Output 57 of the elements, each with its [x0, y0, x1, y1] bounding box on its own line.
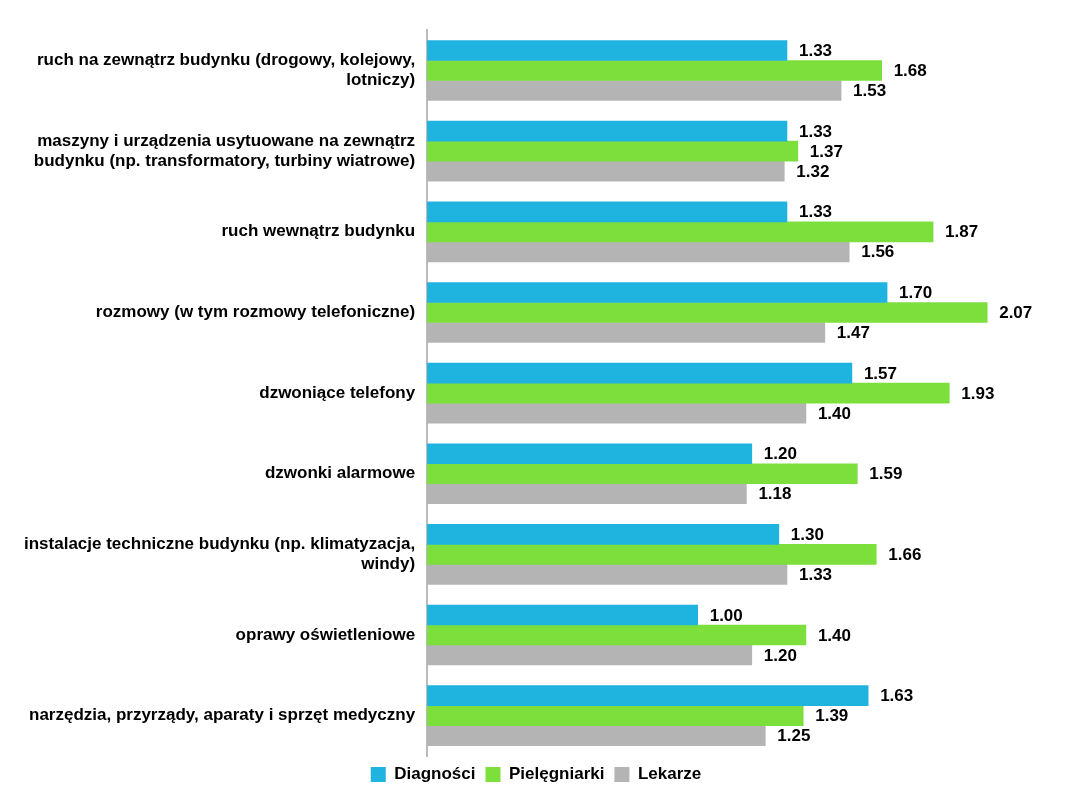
data-label: 1.32 — [796, 161, 830, 181]
y-tick-label: ruch wewnątrz budynku — [221, 221, 416, 241]
bar — [427, 544, 877, 565]
data-label: 1.63 — [880, 686, 914, 706]
y-tick-label: dzwoniące telefony — [259, 382, 416, 402]
data-label: 1.39 — [815, 706, 849, 726]
data-label: 1.70 — [899, 283, 933, 303]
bar — [427, 201, 788, 223]
bar — [427, 443, 753, 465]
data-label: 1.30 — [790, 525, 824, 545]
legend-label: Lekarze — [637, 764, 702, 784]
data-label: 1.53 — [853, 81, 887, 101]
bar — [427, 282, 888, 303]
data-label: 1.33 — [798, 121, 833, 141]
bar — [427, 221, 934, 243]
bar — [427, 604, 699, 626]
data-label: 1.33 — [798, 565, 833, 585]
data-label: 1.47 — [836, 323, 870, 343]
data-label: 2.07 — [999, 303, 1033, 323]
bar — [427, 463, 858, 485]
y-tick-label: narzędzia, przyrządy, aparaty i sprzęt medyczny — [28, 705, 416, 725]
data-label: 1.33 — [798, 202, 833, 222]
data-label: 1.20 — [763, 444, 797, 464]
bar — [427, 382, 950, 404]
bar — [427, 40, 788, 61]
data-label: 1.20 — [763, 645, 797, 665]
bar — [427, 60, 882, 81]
bar — [427, 624, 807, 646]
y-tick-label: oprawy oświetleniowe — [235, 624, 416, 644]
bar — [427, 120, 788, 142]
data-label: 1.66 — [888, 545, 922, 565]
y-tick-label: dzwonki alarmowe — [264, 463, 416, 483]
y-tick-label: maszyny i urządzenia usytuowane na zewnątrz budynku (np. transformatory, turbiny wiatrowe) — [33, 130, 416, 171]
data-label: 1.68 — [893, 61, 927, 81]
bar — [427, 140, 799, 162]
bar — [427, 685, 869, 707]
data-label: 1.40 — [817, 403, 851, 423]
bar — [427, 302, 988, 323]
legend-label: Pielęgniarki — [508, 764, 605, 784]
legend-label: Diagności — [394, 764, 476, 784]
y-tick-label: rozmowy (w tym rozmowy telefoniczne) — [95, 302, 416, 322]
y-tick-label: ruch na zewnątrz budynku (drogowy, kolejowy, lotniczy) — [36, 50, 416, 90]
bar — [427, 705, 804, 727]
data-label: 1.56 — [861, 242, 895, 262]
data-label: 1.57 — [863, 363, 897, 383]
data-label: 1.40 — [817, 625, 851, 645]
data-label: 1.00 — [709, 605, 743, 625]
y-tick-label: instalacje techniczne budynku (np. klimatyzacja, windy) — [23, 533, 416, 574]
bar — [427, 524, 780, 545]
data-label: 1.59 — [869, 464, 903, 484]
data-label: 1.33 — [798, 41, 833, 61]
bar — [427, 362, 853, 384]
data-label: 1.93 — [961, 383, 995, 403]
data-label: 1.18 — [758, 484, 792, 504]
data-label: 1.25 — [777, 726, 811, 746]
data-label: 1.37 — [809, 141, 843, 161]
data-label: 1.87 — [945, 222, 979, 242]
